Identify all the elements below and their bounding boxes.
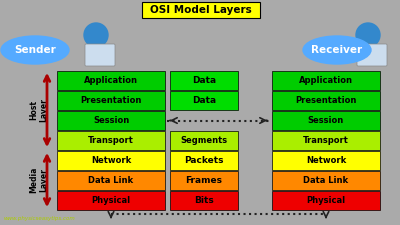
FancyBboxPatch shape [272, 151, 380, 170]
FancyBboxPatch shape [57, 111, 165, 130]
FancyBboxPatch shape [357, 44, 387, 66]
Text: Presentation: Presentation [295, 96, 357, 105]
Ellipse shape [1, 36, 69, 64]
Text: Network: Network [306, 156, 346, 165]
FancyBboxPatch shape [170, 151, 238, 170]
Text: Media
Layer: Media Layer [29, 167, 49, 193]
Text: Application: Application [299, 76, 353, 85]
Text: Session: Session [93, 116, 129, 125]
Text: Network: Network [91, 156, 131, 165]
Text: Host
Layer: Host Layer [29, 98, 49, 122]
FancyBboxPatch shape [85, 44, 115, 66]
Text: Application: Application [84, 76, 138, 85]
FancyBboxPatch shape [57, 151, 165, 170]
Text: Session: Session [308, 116, 344, 125]
FancyBboxPatch shape [57, 91, 165, 110]
FancyBboxPatch shape [272, 191, 380, 210]
FancyBboxPatch shape [272, 111, 380, 130]
Text: www.physicseasytips.com: www.physicseasytips.com [4, 216, 76, 221]
FancyBboxPatch shape [272, 91, 380, 110]
FancyBboxPatch shape [57, 171, 165, 190]
Text: Presentation: Presentation [80, 96, 142, 105]
Text: Receiver: Receiver [312, 45, 362, 55]
Text: Data: Data [192, 76, 216, 85]
Text: Bits: Bits [194, 196, 214, 205]
Text: Physical: Physical [92, 196, 130, 205]
Text: Physical: Physical [306, 196, 346, 205]
Text: Packets: Packets [184, 156, 224, 165]
FancyBboxPatch shape [272, 171, 380, 190]
FancyBboxPatch shape [170, 191, 238, 210]
Text: Segments: Segments [180, 136, 228, 145]
FancyBboxPatch shape [142, 2, 260, 18]
FancyBboxPatch shape [170, 131, 238, 150]
FancyBboxPatch shape [272, 71, 380, 90]
FancyBboxPatch shape [57, 131, 165, 150]
Text: Frames: Frames [186, 176, 222, 185]
Text: Data: Data [192, 96, 216, 105]
FancyBboxPatch shape [57, 191, 165, 210]
Text: Data Link: Data Link [88, 176, 134, 185]
Text: OSI Model Layers: OSI Model Layers [150, 5, 252, 15]
Text: Data Link: Data Link [304, 176, 348, 185]
FancyBboxPatch shape [170, 71, 238, 90]
Text: Transport: Transport [303, 136, 349, 145]
Circle shape [356, 23, 380, 47]
Ellipse shape [303, 36, 371, 64]
FancyBboxPatch shape [57, 71, 165, 90]
Circle shape [84, 23, 108, 47]
Text: Sender: Sender [14, 45, 56, 55]
Text: Transport: Transport [88, 136, 134, 145]
FancyBboxPatch shape [170, 91, 238, 110]
FancyBboxPatch shape [170, 171, 238, 190]
FancyBboxPatch shape [272, 131, 380, 150]
